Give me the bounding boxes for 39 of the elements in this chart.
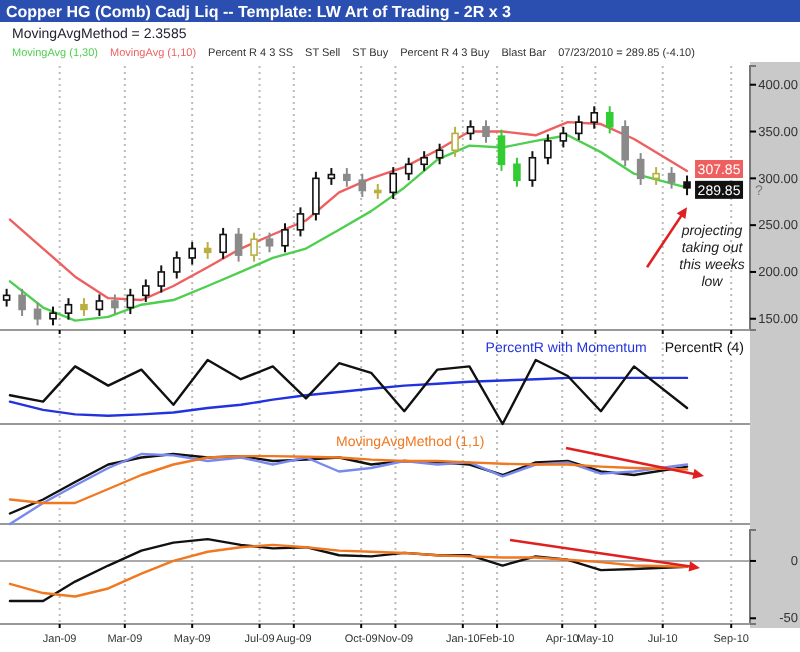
candlestick xyxy=(95,293,104,317)
candlestick xyxy=(605,105,614,135)
candlestick xyxy=(172,250,181,280)
candlestick xyxy=(33,301,42,327)
candlestick xyxy=(343,167,351,188)
candlestick xyxy=(142,278,150,303)
candlestick xyxy=(234,226,243,263)
candlestick xyxy=(265,231,274,254)
candlestick xyxy=(513,156,521,188)
candlestick xyxy=(667,166,676,190)
candlestick xyxy=(358,172,367,199)
candlestick xyxy=(466,119,475,141)
chart-title: Copper HG (Comb) Cadj Liq -- Template: LW Art of Trading - 2R x 3 xyxy=(6,3,512,21)
candlestick xyxy=(250,231,258,263)
candlestick xyxy=(420,150,428,172)
candlestick xyxy=(64,297,73,321)
candlestick xyxy=(590,105,599,130)
candlestick xyxy=(574,114,583,141)
candlestick xyxy=(404,156,413,182)
candlestick xyxy=(157,264,166,294)
candlestick xyxy=(49,305,57,327)
candlestick xyxy=(312,170,320,222)
candlestick xyxy=(389,166,398,200)
candlestick xyxy=(219,226,227,260)
candlestick xyxy=(482,119,490,144)
candlestick xyxy=(451,125,459,158)
candlestick xyxy=(636,152,645,186)
candlestick xyxy=(544,133,552,166)
candlestick xyxy=(683,174,691,197)
candlestick xyxy=(559,125,568,149)
candlestick xyxy=(621,119,629,168)
candlestick xyxy=(435,142,444,166)
candlestick xyxy=(528,150,537,188)
candlestick xyxy=(111,293,119,316)
candlestick xyxy=(18,287,26,317)
candlestick xyxy=(296,206,305,238)
candlestick xyxy=(188,241,196,266)
candlestick xyxy=(281,222,289,254)
candlestick xyxy=(497,128,506,172)
